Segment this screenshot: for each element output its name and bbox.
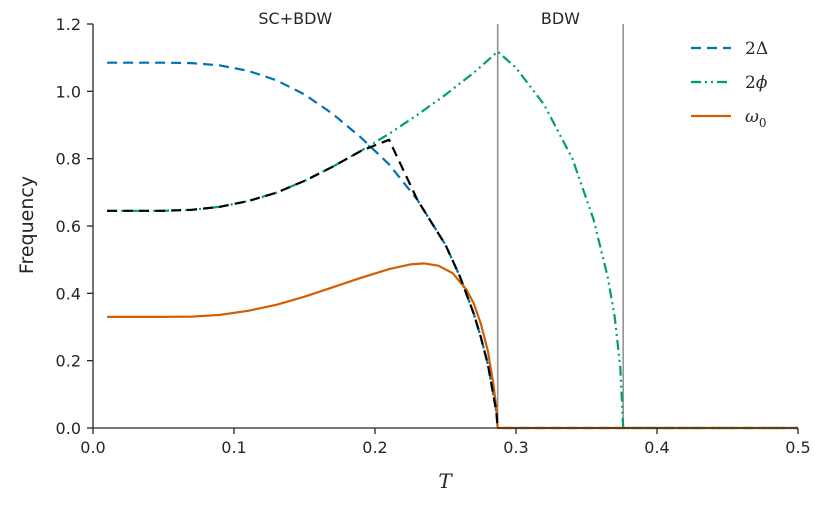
x-tick-label: 0.4: [644, 438, 669, 457]
legend-label-symbol: ϕ: [756, 73, 768, 93]
x-tick-label: 0.1: [221, 438, 246, 457]
x-tick-label: 0.3: [503, 438, 528, 457]
y-tick-label: 0.0: [56, 419, 81, 438]
region-label: SC+BDW: [258, 9, 332, 28]
series-layer: [107, 50, 798, 430]
legend-label-symbol: Δ: [756, 39, 768, 59]
series-line-3: [107, 262, 798, 430]
axes: 0.0 0.1 0.2 0.3 0.4 0.5 0.0 0.2 0.4 0.6 0.8 1.0 1.2: [56, 15, 811, 457]
series-line-4: [107, 138, 499, 429]
x-axis-label: T: [438, 469, 453, 493]
y-tick-label: 1.0: [56, 82, 81, 101]
region-label: BDW: [541, 9, 580, 28]
y-tick-label: 0.6: [56, 217, 81, 236]
y-axis-label: Frequency: [16, 176, 38, 274]
phase-boundary-lines: [496, 24, 624, 428]
legend-label-2: 2ϕ: [745, 73, 768, 93]
x-tick-label: 0.2: [362, 438, 387, 457]
y-tick-label: 1.2: [56, 15, 81, 34]
x-tick-label: 0.0: [80, 438, 105, 457]
region-labels: SC+BDW BDW: [258, 9, 580, 28]
series-line-1: [107, 61, 798, 430]
series-line-2: [107, 50, 798, 430]
y-tick-label: 0.8: [56, 150, 81, 169]
y-tick-label: 0.2: [56, 352, 81, 371]
legend-label-3: ω0: [745, 107, 767, 130]
legend-label-subscript: 0: [759, 116, 767, 130]
y-tick-label: 0.4: [56, 284, 81, 303]
legend-label-main: 2: [745, 73, 756, 93]
x-tick-label: 0.5: [785, 438, 810, 457]
legend-label-main: ω: [745, 107, 759, 127]
legend-label-main: 2: [745, 39, 756, 59]
legend-label-1: 2Δ: [745, 39, 768, 59]
